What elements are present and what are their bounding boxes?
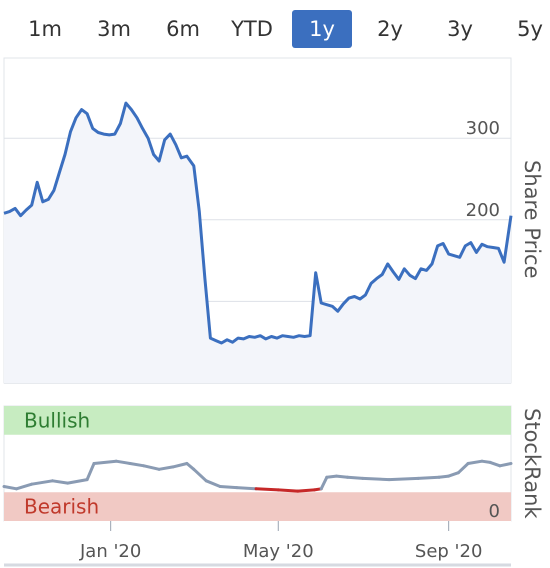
stockrank-line-segment [85,462,96,482]
x-tick-label: May '20 [243,541,314,562]
stockrank-line-segment [276,488,300,493]
stockrank-line-segment [488,460,502,468]
range-button-1m[interactable]: 1m [28,17,62,41]
stockrank-line-segment [157,465,175,471]
stockrank-line-segment [361,476,391,482]
share-price-panel: 0100200300Share Price [3,57,544,384]
stockrank-line-segment [171,462,189,469]
x-tick-label: Sep '20 [415,541,483,562]
stockrank-line-segment [447,471,460,478]
x-axis-band [4,521,511,568]
stockrank-line-segment [51,479,70,485]
stockrank-line-segment [185,462,196,471]
stockrank-line-segment [192,467,208,483]
stockrank-line-segment [128,462,146,468]
stockrank-line-segment [2,485,18,491]
price-line [3,101,513,345]
stockrank-line-segment [416,475,441,480]
stockrank-line-segment [114,459,132,465]
range-button-5y[interactable]: 5y [517,17,543,41]
range-button-3y[interactable]: 3y [447,17,473,41]
stockrank-line-segment [235,486,258,491]
stockrank-line-segment [325,474,338,479]
bullish-label: Bullish [24,408,90,432]
stockrank-line-segment [466,459,484,465]
stockrank-axis-title: StockRank [520,408,544,519]
range-selector: 1m 3m 6m YTD 1y 2y 3y 5y [0,8,550,50]
range-button-ytd[interactable]: YTD [231,17,273,41]
stockrank-line-segment [387,476,420,482]
price-area-fill [4,103,511,383]
range-button-6m[interactable]: 6m [166,17,200,41]
stockrank-line-segment [437,474,451,479]
stockrank-line-segment [218,485,239,490]
stockrank-line-segment [142,464,161,471]
range-button-1y[interactable]: 1y [292,10,352,48]
stockrank-line-segment [254,487,280,492]
stockrank-line-segment [498,462,513,468]
stockrank-line-segment [346,475,365,480]
range-button-2y[interactable]: 2y [377,17,403,41]
x-axis: Jan '20 May '20 Sep '20 [4,521,511,568]
stockrank-line-segment [30,479,54,486]
x-tick-label: Jan '20 [79,541,141,562]
price-tick-label: 200 [466,200,500,221]
stockrank-line-segment [204,479,222,488]
bearish-label: Bearish [24,495,99,519]
stockrank-line-segment [296,488,316,493]
bullish-band [4,406,511,435]
stockrank-line-segment [319,475,329,491]
stockrank-line-segment [335,474,349,479]
stockrank-tick-label: 0 [489,501,500,522]
bearish-band [4,492,511,521]
stockrank-panel: Bullish Bearish 0 StockRank [2,405,544,522]
price-tick-label: 300 [466,118,500,139]
range-button-3m[interactable]: 3m [97,17,131,41]
stockrank-line-segment [456,462,470,475]
share-price-axis-title: Share Price [520,160,544,279]
stockrank-line-segment [66,478,89,485]
stockrank-line-segment [92,459,118,465]
stockrank-line-segment [15,482,34,491]
